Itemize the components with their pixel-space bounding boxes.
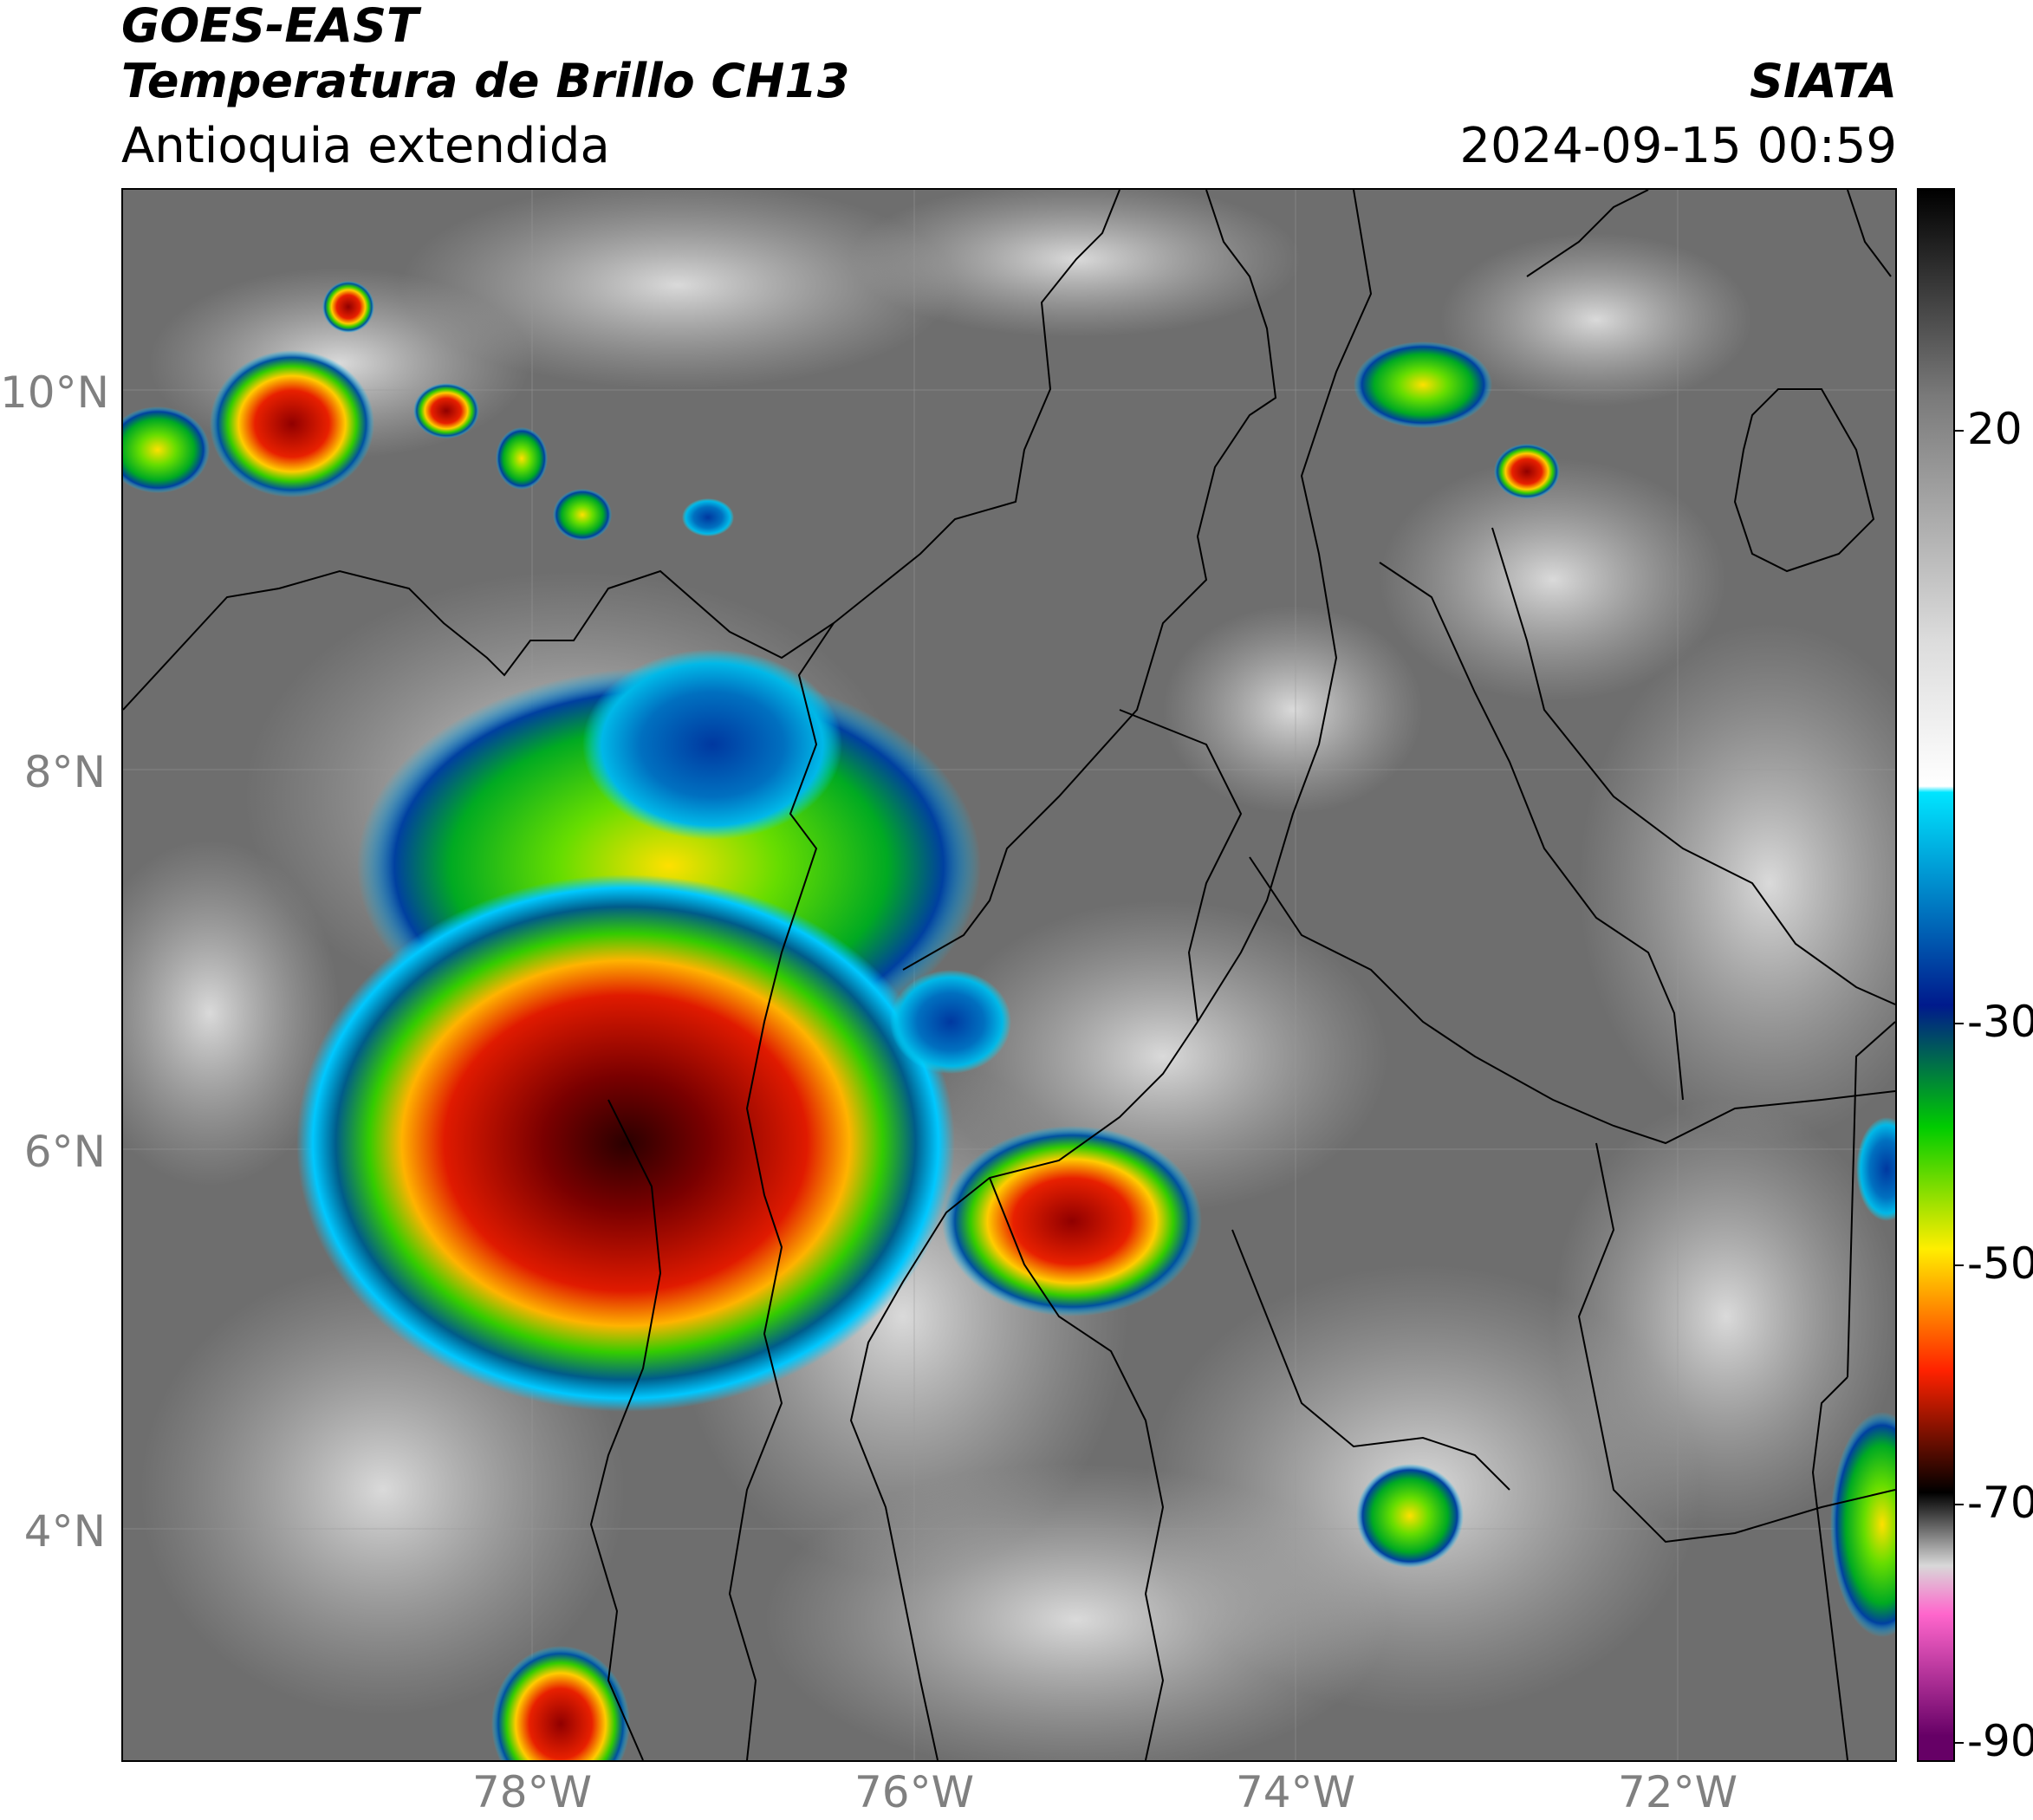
convective-cells xyxy=(123,281,1895,1760)
storm-cell-ne2 xyxy=(1494,444,1560,499)
lon-label-78w: 78°W xyxy=(471,1767,593,1817)
storm-cell-main xyxy=(296,874,955,1412)
colorbar-tick xyxy=(1955,1264,1964,1266)
storm-cell-south1 xyxy=(1356,1464,1464,1568)
colorbar-label-minus50: -50 xyxy=(1967,1238,2033,1289)
storm-cell-nw3 xyxy=(413,383,479,439)
storm-cell-nw5 xyxy=(496,427,548,490)
colorbar-tick xyxy=(1955,430,1964,432)
boundaries xyxy=(123,190,1895,1760)
colorbar-tick xyxy=(1955,1504,1964,1505)
storm-cell-nw7 xyxy=(682,498,734,536)
colorbar-label-minus90: -90 xyxy=(1967,1716,2033,1766)
satellite-title: GOES-EAST xyxy=(121,0,419,53)
lat-label-4n: 4°N xyxy=(23,1506,106,1557)
storm-cell-south2 xyxy=(491,1646,630,1760)
storm-cell-nw1 xyxy=(210,350,374,497)
lat-label-8n: 8°N xyxy=(23,747,106,797)
storm-cell-nw2 xyxy=(322,281,374,333)
lon-label-72w: 72°W xyxy=(1617,1767,1738,1817)
colorbar-tick xyxy=(1955,1023,1964,1024)
satellite-map[interactable] xyxy=(121,188,1897,1762)
region-label: Antioquia extendida xyxy=(121,118,610,174)
colorbar-label-minus70: -70 xyxy=(1967,1478,2033,1528)
lat-label-6n: 6°N xyxy=(23,1127,106,1177)
lon-label-74w: 74°W xyxy=(1235,1767,1356,1817)
colorbar-tick xyxy=(1955,1742,1964,1744)
organization-label: SIATA xyxy=(1749,54,1897,108)
storm-cell-east xyxy=(942,1126,1202,1316)
storm-cell-east-edge xyxy=(1830,1412,1895,1637)
colorbar-label-20: 20 xyxy=(1967,404,2023,454)
colorbar xyxy=(1917,188,1955,1762)
timestamp-label: 2024-09-15 00:59 xyxy=(1459,118,1897,174)
storm-cell-nw4 xyxy=(123,406,210,493)
storm-cell-nw6 xyxy=(553,489,612,541)
product-title: Temperatura de Brillo CH13 xyxy=(121,54,850,108)
lon-label-76w: 76°W xyxy=(854,1767,975,1817)
storm-cell-east-edge2 xyxy=(1856,1117,1895,1221)
storm-cell-mid xyxy=(890,970,1011,1074)
colorbar-label-minus30: -30 xyxy=(1967,997,2033,1047)
storm-cell-ne1 xyxy=(1354,341,1492,428)
storm-cell-darien xyxy=(582,649,842,840)
lat-label-10n: 10°N xyxy=(0,367,110,418)
